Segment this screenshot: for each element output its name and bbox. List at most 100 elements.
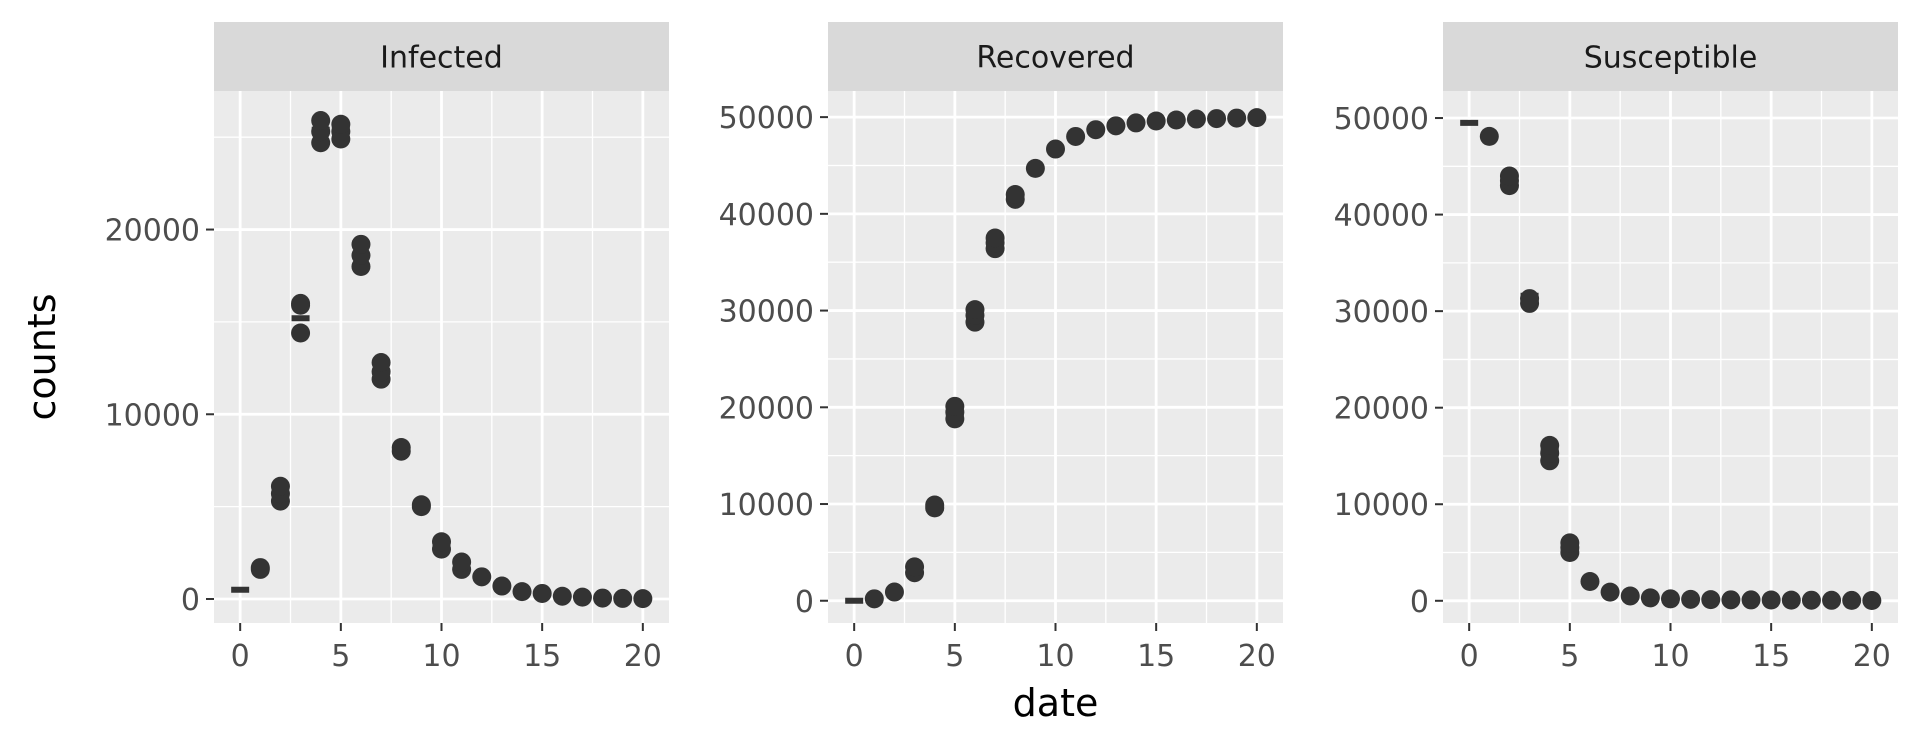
data-point bbox=[905, 557, 925, 577]
panel-strip bbox=[828, 22, 1283, 91]
data-point bbox=[1106, 116, 1126, 136]
panel-strip bbox=[1443, 22, 1898, 91]
x-tick-label: 0 bbox=[231, 639, 250, 674]
panel-infected: Infected 0 5 10 15 20 0 10000 20000 bbox=[105, 22, 669, 674]
y-tick-label: 20000 bbox=[719, 391, 814, 426]
y-tick-label: 0 bbox=[1410, 585, 1429, 620]
x-axis-title: date bbox=[1013, 681, 1099, 725]
data-point bbox=[1005, 184, 1025, 204]
y-tick-label: 20000 bbox=[105, 214, 200, 249]
data-point bbox=[1025, 158, 1045, 178]
x-tick-label: 20 bbox=[624, 639, 662, 674]
panel-susceptible: Susceptible 0 5 10 15 20 0 10000 20000 30000 40000… bbox=[1334, 22, 1898, 674]
y-tick-label: 0 bbox=[181, 583, 200, 618]
x-tick-label: 20 bbox=[1238, 639, 1276, 674]
y-tick-label: 50000 bbox=[1334, 102, 1429, 137]
data-point bbox=[864, 589, 884, 609]
data-point bbox=[1661, 589, 1680, 609]
data-point bbox=[291, 323, 311, 343]
data-point bbox=[925, 495, 945, 515]
data-point bbox=[1247, 108, 1267, 128]
data-point bbox=[945, 396, 965, 416]
data-point bbox=[1822, 590, 1842, 610]
data-point bbox=[371, 353, 391, 373]
data-point bbox=[965, 300, 985, 320]
y-tick-label: 10000 bbox=[719, 488, 814, 523]
x-tick-label: 15 bbox=[523, 639, 561, 674]
data-point bbox=[1620, 586, 1640, 606]
data-point bbox=[1146, 111, 1166, 131]
panel-title: Recovered bbox=[976, 41, 1134, 76]
data-point bbox=[1166, 110, 1186, 130]
data-point bbox=[1560, 533, 1580, 553]
data-point bbox=[1520, 289, 1540, 309]
y-tick-label: 50000 bbox=[719, 101, 814, 136]
y-tick-label: 0 bbox=[795, 585, 814, 620]
data-point bbox=[1761, 590, 1781, 610]
x-tick-label: 0 bbox=[1460, 639, 1479, 674]
data-point bbox=[512, 582, 532, 602]
data-point bbox=[1540, 435, 1560, 455]
data-point bbox=[1781, 590, 1801, 610]
data-point bbox=[1186, 109, 1206, 129]
data-point bbox=[1126, 113, 1146, 133]
x-tick-label: 5 bbox=[1560, 639, 1579, 674]
x-tick-label: 10 bbox=[1651, 639, 1689, 674]
y-tick-label: 30000 bbox=[1334, 295, 1429, 330]
y-tick-label: 40000 bbox=[1334, 199, 1429, 234]
data-point bbox=[1227, 108, 1247, 128]
data-point bbox=[311, 111, 331, 131]
data-point bbox=[270, 476, 290, 496]
y-tick-label: 30000 bbox=[719, 295, 814, 330]
x-tick-label: 20 bbox=[1853, 639, 1891, 674]
y-axis-title: counts bbox=[20, 293, 64, 420]
data-point bbox=[1681, 589, 1701, 609]
data-point bbox=[492, 576, 512, 596]
panel-recovered: Recovered 0 5 10 15 20 0 10000 20000 30000 40000 50… bbox=[719, 22, 1283, 674]
x-tick-label: 15 bbox=[1752, 639, 1790, 674]
data-point bbox=[1499, 166, 1519, 186]
data-point bbox=[884, 582, 904, 602]
panel-strip bbox=[214, 22, 669, 91]
data-point bbox=[1721, 590, 1741, 610]
data-point bbox=[613, 588, 633, 608]
data-point bbox=[1207, 109, 1227, 129]
data-point bbox=[1600, 582, 1620, 602]
data-point bbox=[1701, 590, 1721, 610]
data-point bbox=[432, 532, 451, 552]
data-point bbox=[411, 495, 431, 515]
x-tick-label: 5 bbox=[945, 639, 964, 674]
data-point bbox=[452, 552, 472, 572]
panel-title: Susceptible bbox=[1584, 41, 1758, 76]
data-point bbox=[250, 558, 270, 578]
data-point bbox=[985, 228, 1005, 248]
data-point bbox=[1741, 590, 1761, 610]
data-point bbox=[391, 438, 411, 458]
data-point bbox=[532, 583, 552, 603]
data-point bbox=[633, 589, 653, 609]
data-point bbox=[593, 588, 613, 608]
data-point bbox=[1842, 590, 1862, 610]
data-point bbox=[1640, 588, 1660, 608]
panel-title: Infected bbox=[380, 41, 503, 76]
data-point bbox=[1862, 591, 1882, 611]
data-point bbox=[1086, 120, 1106, 140]
data-point bbox=[331, 114, 351, 134]
x-tick-label: 15 bbox=[1137, 639, 1175, 674]
data-point bbox=[472, 567, 492, 587]
data-point bbox=[291, 293, 311, 313]
data-point bbox=[1580, 571, 1600, 591]
data-point bbox=[1066, 126, 1086, 146]
data-point bbox=[552, 586, 572, 606]
x-tick-label: 5 bbox=[331, 639, 350, 674]
data-point bbox=[572, 587, 592, 607]
data-point bbox=[1046, 139, 1065, 159]
y-tick-label: 10000 bbox=[105, 398, 200, 433]
y-tick-label: 20000 bbox=[1334, 392, 1429, 427]
data-point bbox=[1801, 590, 1821, 610]
data-point bbox=[351, 234, 371, 254]
x-tick-label: 0 bbox=[845, 639, 864, 674]
data-point bbox=[1479, 126, 1499, 146]
x-tick-label: 10 bbox=[422, 639, 460, 674]
